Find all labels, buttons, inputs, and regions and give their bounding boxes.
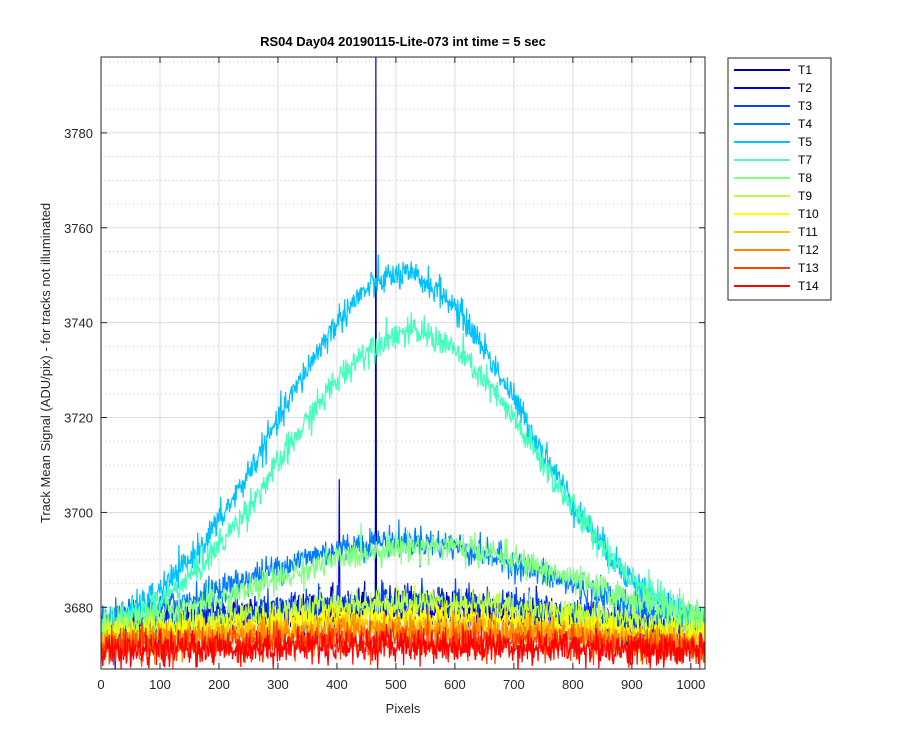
- y-tick-label: 3760: [64, 221, 93, 236]
- x-tick-label: 400: [326, 677, 348, 692]
- x-tick-label: 800: [562, 677, 584, 692]
- legend-label-t7: T7: [798, 153, 812, 167]
- y-axis-label: Track Mean Signal (ADU/pix) - for tracks…: [38, 203, 53, 523]
- legend-label-t4: T4: [798, 117, 812, 131]
- legend-label-t12: T12: [798, 243, 819, 257]
- legend-label-t1: T1: [798, 63, 812, 77]
- y-tick-label: 3780: [64, 126, 93, 141]
- x-axis-label: Pixels: [386, 701, 421, 716]
- x-tick-label: 900: [621, 677, 643, 692]
- legend-label-t13: T13: [798, 261, 819, 275]
- x-tick-label: 700: [503, 677, 525, 692]
- legend-label-t5: T5: [798, 135, 812, 149]
- legend-label-t10: T10: [798, 207, 819, 221]
- legend: T1 T2 T3 T4 T5 T7 T8 T9 T10 T11 T12 T13 T14: [727, 57, 832, 301]
- x-tick-label: 0: [97, 677, 104, 692]
- legend-label-t11: T11: [798, 225, 818, 239]
- legend-label-t14: T14: [798, 279, 819, 293]
- x-tick-label: 100: [149, 677, 171, 692]
- x-tick-label: 1000: [676, 677, 705, 692]
- grid: [100, 57, 705, 669]
- series-line-t14: [101, 624, 705, 669]
- axis-ticks: 0 100 200 300 400 500 600 700 800 900 1000 3680 3700…: [64, 57, 705, 692]
- y-tick-label: 3720: [64, 411, 93, 426]
- x-tick-label: 300: [267, 677, 289, 692]
- series-line-t7: [101, 312, 705, 647]
- legend-label-t3: T3: [798, 99, 812, 113]
- chart-title: RS04 Day04 20190115-Lite-073 int time = …: [260, 34, 546, 49]
- series-line-t5: [101, 254, 705, 645]
- x-tick-label: 200: [208, 677, 230, 692]
- x-tick-label: 500: [385, 677, 407, 692]
- y-tick-label: 3740: [64, 316, 93, 331]
- axes-box: [100, 56, 706, 670]
- legend-label-t8: T8: [798, 171, 812, 185]
- series-line-t13: [101, 606, 705, 669]
- legend-label-t2: T2: [798, 81, 812, 95]
- y-tick-label: 3680: [64, 600, 93, 615]
- x-tick-label: 600: [444, 677, 466, 692]
- series-line-t8: [101, 522, 705, 643]
- y-tick-label: 3700: [64, 505, 93, 520]
- legend-label-t9: T9: [798, 189, 812, 203]
- plot-area: [101, 57, 705, 669]
